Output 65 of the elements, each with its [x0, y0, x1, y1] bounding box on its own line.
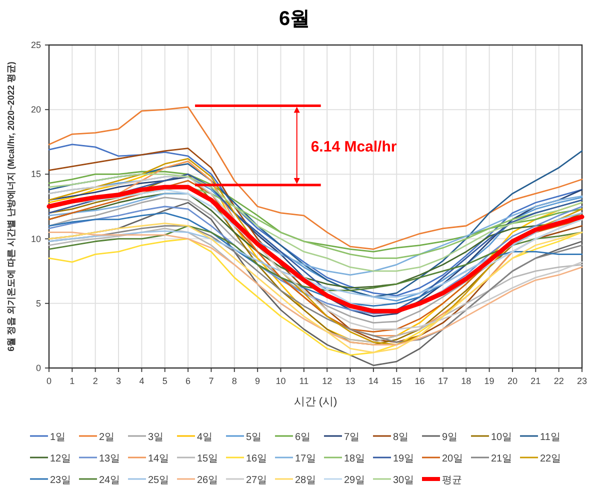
y-tick-label: 5 — [36, 298, 41, 308]
x-tick-label: 18 — [461, 376, 472, 386]
legend-label: 15일 — [197, 454, 218, 464]
legend-label: 17일 — [295, 454, 316, 464]
annotation: 6.14 Mcal/hr — [310, 138, 397, 156]
y-tick-label: 10 — [30, 234, 41, 244]
x-tick-label: 21 — [530, 376, 541, 386]
y-tick-label: 15 — [30, 169, 41, 180]
x-axis-title: 시간 (시) — [294, 396, 338, 408]
x-tick-label: 4 — [139, 376, 144, 386]
x-tick-label: 8 — [232, 376, 237, 386]
y-tick-label: 20 — [30, 104, 41, 115]
legend-label: 30일 — [393, 475, 414, 486]
legend-label: 29일 — [344, 475, 366, 486]
y-tick-label: 0 — [36, 363, 41, 373]
x-tick-label: 17 — [438, 376, 448, 386]
legend-label: 1일 — [50, 432, 66, 443]
legend-label: 13일 — [99, 454, 120, 464]
x-tick-label: 3 — [116, 376, 122, 386]
legend-label: 6일 — [295, 432, 311, 443]
legend-label: 평균 — [442, 475, 462, 486]
x-tick-label: 16 — [414, 376, 425, 386]
x-tick-label: 20 — [507, 376, 518, 386]
legend-label: 20일 — [442, 454, 464, 464]
legend-label: 3일 — [148, 432, 164, 443]
x-tick-label: 5 — [162, 376, 168, 386]
legend-label: 16일 — [246, 454, 268, 464]
legend-label: 25일 — [148, 475, 170, 486]
x-tick-label: 0 — [46, 376, 52, 386]
x-tick-label: 19 — [484, 376, 494, 386]
legend-label: 5일 — [246, 432, 262, 443]
legend-label: 26일 — [197, 475, 218, 486]
legend-label: 14일 — [148, 454, 170, 464]
legend-label: 19일 — [393, 454, 414, 464]
x-tick-label: 9 — [255, 376, 260, 386]
legend-label: 18일 — [344, 454, 366, 464]
legend-label: 28일 — [295, 475, 316, 486]
legend-label: 9일 — [442, 432, 458, 443]
chart-title: 6월 — [278, 8, 310, 30]
x-tick-label: 15 — [392, 376, 402, 386]
y-axis-title: 6월 정읍 외기온도에 따른 시간별 난방에너지 (Mcal/hr, 2020~2022 평균) — [6, 62, 16, 352]
x-tick-label: 22 — [554, 376, 564, 386]
x-tick-label: 13 — [345, 376, 356, 386]
legend-label: 24일 — [99, 475, 120, 486]
x-tick-label: 7 — [208, 376, 214, 386]
legend-label: 27일 — [246, 475, 268, 486]
legend-label: 11일 — [540, 432, 560, 443]
x-tick-label: 1 — [70, 376, 75, 386]
x-tick-label: 2 — [92, 376, 98, 386]
legend-label: 23일 — [50, 475, 72, 486]
x-tick-label: 23 — [576, 376, 588, 386]
legend-label: 12일 — [50, 454, 72, 464]
legend-label: 10일 — [491, 432, 512, 443]
x-tick-label: 11 — [299, 376, 309, 386]
x-tick-label: 6 — [186, 376, 191, 386]
legend-label: 22일 — [540, 454, 562, 464]
x-tick-label: 10 — [276, 376, 286, 386]
y-tick-label: 25 — [30, 40, 41, 50]
x-tick-label: 12 — [322, 376, 332, 386]
x-tick-label: 14 — [368, 376, 378, 386]
legend-label: 8일 — [393, 432, 409, 443]
legend-label: 2일 — [99, 432, 115, 443]
legend-label: 21일 — [491, 454, 512, 464]
legend-label: 7일 — [344, 432, 360, 443]
legend-label: 4일 — [197, 432, 213, 443]
